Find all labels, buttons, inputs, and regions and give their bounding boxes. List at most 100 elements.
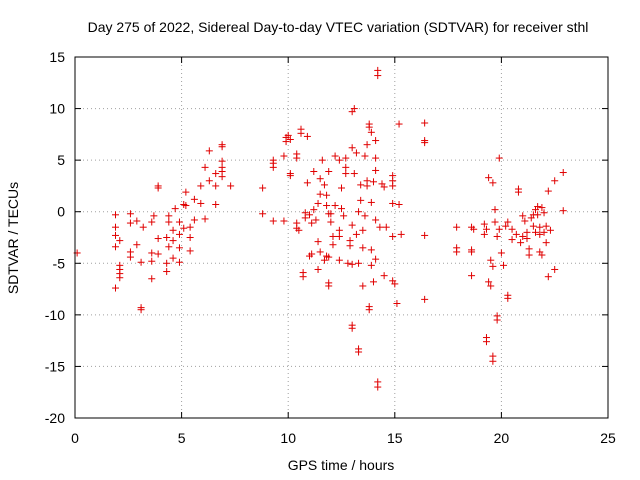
- data-point: [489, 179, 497, 187]
- data-point: [482, 338, 490, 346]
- data-point: [359, 226, 367, 234]
- data-point: [421, 139, 429, 147]
- data-point: [169, 237, 177, 245]
- data-point: [559, 169, 567, 177]
- data-point: [348, 221, 356, 229]
- x-tick-label: 25: [600, 430, 616, 446]
- data-point: [286, 136, 294, 144]
- data-point: [163, 259, 171, 267]
- data-point: [299, 273, 307, 281]
- data-point: [310, 206, 318, 214]
- data-point: [523, 235, 531, 243]
- data-point: [112, 231, 120, 239]
- data-point: [389, 232, 397, 240]
- data-point: [538, 251, 546, 259]
- data-point: [327, 218, 335, 226]
- data-point: [175, 258, 183, 266]
- data-point: [512, 230, 520, 238]
- data-point: [493, 232, 501, 240]
- data-point: [227, 182, 235, 190]
- data-point: [536, 230, 544, 238]
- data-point: [320, 256, 328, 264]
- data-point: [303, 179, 311, 187]
- data-point: [536, 223, 544, 231]
- data-point: [154, 250, 162, 258]
- data-point: [329, 232, 337, 240]
- data-point: [148, 218, 156, 226]
- data-point: [284, 131, 292, 139]
- data-point: [312, 216, 320, 224]
- data-point: [335, 256, 343, 264]
- data-point: [308, 219, 316, 227]
- data-point: [523, 228, 531, 236]
- data-point: [212, 170, 220, 178]
- data-point: [485, 278, 493, 286]
- data-point: [357, 196, 365, 204]
- data-point: [323, 202, 331, 210]
- data-point: [363, 177, 371, 185]
- data-point: [180, 224, 188, 232]
- data-point: [154, 235, 162, 243]
- data-point: [500, 261, 508, 269]
- data-point: [133, 217, 141, 225]
- data-point: [519, 212, 527, 220]
- data-point: [493, 316, 501, 324]
- data-point: [393, 300, 401, 308]
- data-point: [335, 226, 343, 234]
- data-point: [342, 163, 350, 171]
- data-point: [325, 253, 333, 261]
- y-axis-label: SDTVAR / TECUs: [5, 182, 21, 294]
- data-point: [112, 223, 120, 231]
- data-point: [374, 66, 382, 74]
- data-point: [540, 209, 548, 217]
- data-point: [335, 156, 343, 164]
- data-point: [348, 324, 356, 332]
- x-axis-label: GPS time / hours: [288, 457, 395, 473]
- data-point: [148, 275, 156, 283]
- data-point: [286, 172, 294, 180]
- data-point: [350, 170, 358, 178]
- x-tick-label: 10: [280, 430, 296, 446]
- data-point: [297, 129, 305, 137]
- data-point: [519, 232, 527, 240]
- data-point: [329, 241, 337, 249]
- data-point: [314, 238, 322, 246]
- data-point: [504, 218, 512, 226]
- data-point: [504, 294, 512, 302]
- chart-title: Day 275 of 2022, Sidereal Day-to-day VTE…: [88, 19, 589, 35]
- data-point: [112, 284, 120, 292]
- data-point: [116, 237, 124, 245]
- data-point: [163, 268, 171, 276]
- data-point: [338, 205, 345, 213]
- data-point: [139, 223, 147, 231]
- y-tick-label: -5: [53, 255, 66, 271]
- data-point: [355, 208, 363, 216]
- data-point: [137, 306, 145, 314]
- data-point: [367, 261, 375, 269]
- data-point: [165, 212, 173, 220]
- data-point: [348, 260, 356, 268]
- data-point: [542, 239, 550, 247]
- data-point: [169, 254, 177, 262]
- data-point: [355, 348, 363, 356]
- data-point: [389, 182, 397, 190]
- x-tick-label: 15: [387, 430, 403, 446]
- data-point: [316, 175, 324, 183]
- y-tick-label: -10: [45, 307, 65, 323]
- data-point: [280, 152, 288, 160]
- data-point: [395, 200, 403, 208]
- data-point: [361, 212, 369, 220]
- data-point: [269, 163, 277, 171]
- data-point: [186, 234, 194, 241]
- data-point: [316, 190, 324, 198]
- data-point: [212, 182, 220, 190]
- data-point: [335, 232, 343, 240]
- data-point: [491, 206, 499, 214]
- data-point: [352, 149, 360, 157]
- data-point: [175, 230, 183, 238]
- data-point: [205, 147, 213, 155]
- data-point: [525, 251, 533, 259]
- data-point: [175, 244, 183, 252]
- data-point: [372, 154, 380, 162]
- data-point: [367, 246, 375, 254]
